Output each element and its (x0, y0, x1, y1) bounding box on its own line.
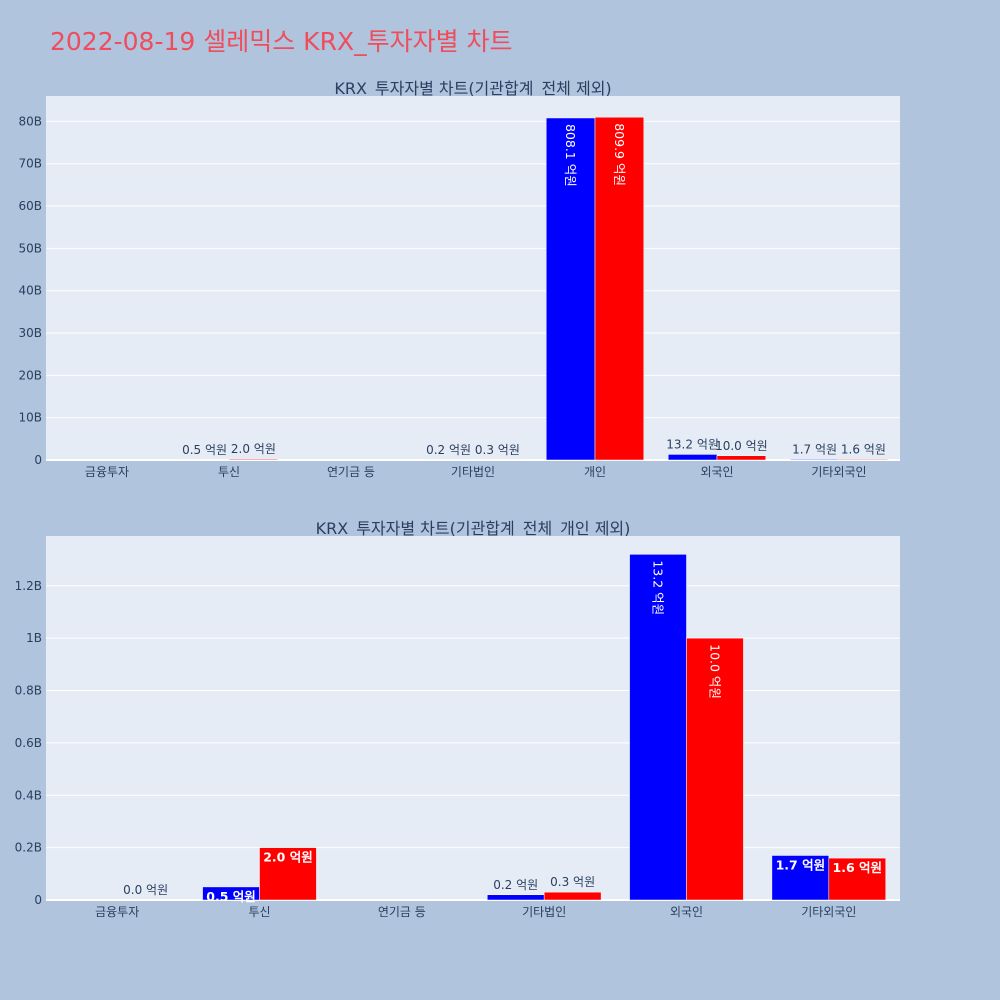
bar (543, 891, 602, 901)
x-tick-label: 투신 (248, 905, 270, 919)
data-label: 10.0 억원 (708, 644, 723, 699)
y-tick-label: 1B (26, 631, 42, 645)
y-tick-label: 0.2B (15, 841, 42, 855)
data-label: 0.3 억원 (550, 875, 595, 889)
data-label: 0.0 억원 (123, 883, 168, 897)
x-tick-label: 개인 (584, 465, 606, 479)
bar (838, 459, 889, 461)
bar (828, 857, 887, 901)
y-tick-label: 10B (18, 411, 42, 425)
data-label: 1.7 억원 (792, 442, 837, 456)
y-tick-label: 60B (18, 199, 42, 213)
x-tick-label: 외국인 (700, 465, 733, 479)
x-tick-label: 투신 (218, 465, 240, 479)
y-tick-label: 0.6B (15, 736, 42, 750)
plot-background (46, 96, 900, 460)
x-tick-label: 외국인 (670, 905, 703, 919)
data-label: 2.0 억원 (231, 442, 276, 456)
bar (667, 454, 718, 461)
x-tick-label: 금융투자 (95, 905, 139, 919)
x-tick-label: 기타법인 (522, 905, 566, 919)
data-label: 13.2 억원 (666, 437, 719, 451)
y-tick-label: 0.8B (15, 684, 42, 698)
bar (686, 637, 744, 901)
y-tick-label: 70B (18, 157, 42, 171)
page-title: 2022-08-19 셀레믹스 KRX_투자자별 차트 (50, 27, 513, 56)
data-label: 808.1 억원 (563, 124, 578, 187)
y-tick-label: 30B (18, 326, 42, 340)
x-tick-label: 연기금 등 (327, 465, 375, 479)
data-label: 0.3 억원 (475, 443, 520, 457)
plot-area: 0 10B 20B 30B 40B 50B 60B 70B 80B 금융투자 투신 0.5 억원 2.0… (18, 96, 900, 479)
data-label: 1.7 억원 (776, 857, 826, 872)
investor-chart-all: KRX_투자자별 차트(기관합계_전체 제외) 0 10B 20B 30B 40B 50B… (18, 79, 900, 479)
y-tick-label: 40B (18, 284, 42, 298)
y-tick-label: 80B (18, 114, 42, 128)
y-tick-label: 0.4B (15, 788, 42, 802)
y-tick-label: 50B (18, 241, 42, 255)
x-tick-label: 기타외국인 (811, 465, 866, 479)
data-label: 10.0 억원 (715, 439, 768, 453)
chart-title: KRX_투자자별 차트(기관합계_전체_개인 제외) (316, 519, 631, 539)
bar (259, 847, 317, 901)
data-label: 0.5 억원 (206, 889, 256, 904)
y-tick-label: 0 (34, 453, 42, 467)
data-label: 1.6 억원 (841, 442, 886, 456)
data-label: 809.9 억원 (612, 123, 627, 186)
x-tick-label: 금융투자 (85, 465, 129, 479)
bar (771, 855, 830, 901)
data-label: 0.2 억원 (493, 878, 538, 892)
bar (545, 117, 596, 461)
x-tick-label: 기타법인 (451, 465, 495, 479)
chart-title: KRX_투자자별 차트(기관합계_전체 제외) (334, 79, 611, 99)
bar (228, 458, 279, 461)
data-label: 0.2 억원 (426, 443, 471, 457)
data-label: 1.6 억원 (833, 860, 883, 875)
bar (716, 455, 767, 461)
y-tick-label: 20B (18, 368, 42, 382)
x-tick-label: 연기금 등 (378, 905, 426, 919)
bar (789, 459, 840, 461)
data-label: 0.5 억원 (182, 443, 227, 457)
y-tick-label: 1.2B (15, 579, 42, 593)
x-tick-label: 기타외국인 (801, 905, 856, 919)
data-label: 2.0 억원 (263, 850, 313, 865)
investor-chart-excl-individual: KRX_투자자별 차트(기관합계_전체_개인 제외) 0 0.2B 0.4B 0.6B… (15, 519, 900, 919)
data-label: 13.2 억원 (651, 560, 666, 615)
bar (486, 894, 545, 901)
y-tick-label: 0 (34, 893, 42, 907)
plot-background (46, 536, 900, 900)
bar (594, 116, 645, 461)
